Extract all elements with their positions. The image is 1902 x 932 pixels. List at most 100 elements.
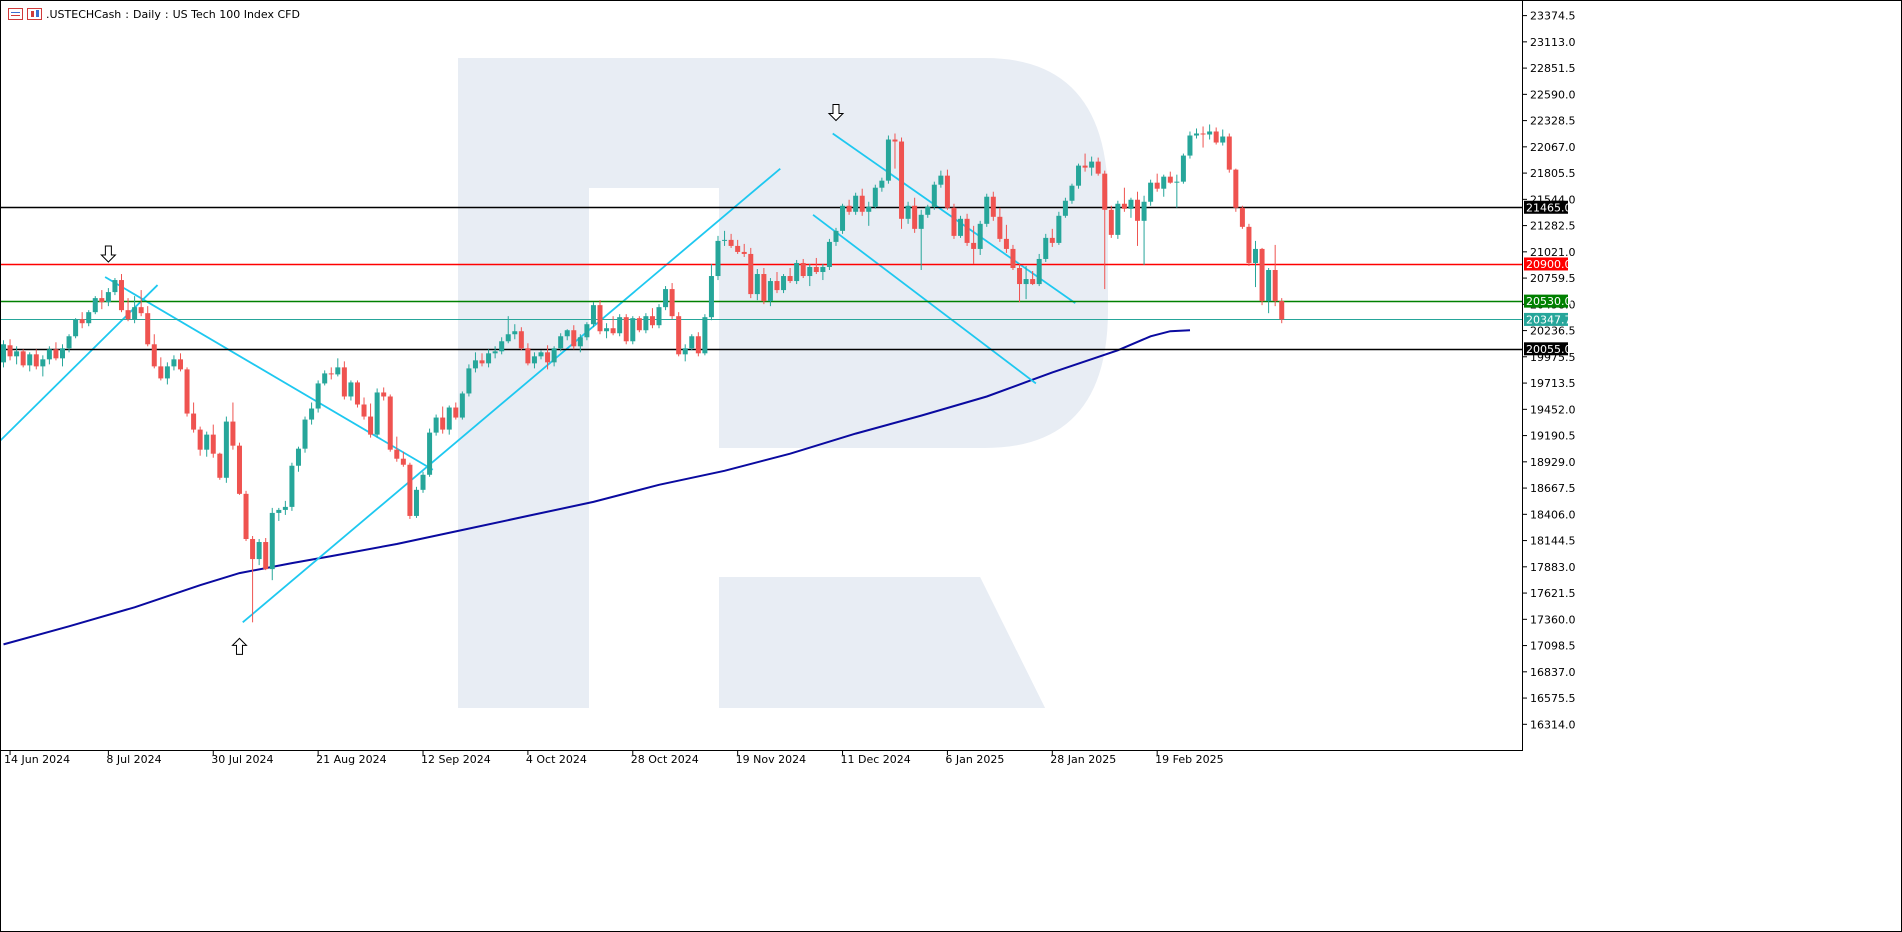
candle[interactable] xyxy=(400,451,406,467)
candle[interactable] xyxy=(276,507,282,521)
candle[interactable] xyxy=(1082,153,1088,172)
candle[interactable] xyxy=(925,204,931,218)
candle[interactable] xyxy=(689,334,695,351)
candle[interactable] xyxy=(387,394,393,452)
candle[interactable] xyxy=(958,215,964,238)
candle[interactable] xyxy=(1017,263,1023,303)
candle[interactable] xyxy=(256,539,262,566)
candle[interactable] xyxy=(971,225,977,264)
candle[interactable] xyxy=(840,203,846,234)
candle[interactable] xyxy=(243,490,249,542)
candle[interactable] xyxy=(1141,195,1147,265)
candle[interactable] xyxy=(92,296,98,315)
candle[interactable] xyxy=(676,312,682,357)
trendline-5[interactable] xyxy=(812,214,1037,385)
candle[interactable] xyxy=(1023,265,1029,300)
candle[interactable] xyxy=(407,462,413,519)
candle[interactable] xyxy=(499,337,505,355)
candle[interactable] xyxy=(564,329,570,341)
candle[interactable] xyxy=(1220,129,1226,146)
candle[interactable] xyxy=(649,308,655,329)
candle[interactable] xyxy=(177,353,183,372)
candle[interactable] xyxy=(1226,133,1232,173)
candle[interactable] xyxy=(728,233,734,248)
candle[interactable] xyxy=(197,426,203,456)
candle[interactable] xyxy=(73,318,79,339)
candle[interactable] xyxy=(433,414,439,436)
chart-type-icon[interactable] xyxy=(27,8,42,20)
candle[interactable] xyxy=(800,258,806,279)
candle[interactable] xyxy=(1239,205,1245,229)
candle[interactable] xyxy=(191,402,197,433)
candle[interactable] xyxy=(826,238,832,271)
candle[interactable] xyxy=(794,259,800,285)
candle[interactable] xyxy=(1062,197,1068,218)
candle[interactable] xyxy=(1253,240,1259,288)
candle[interactable] xyxy=(997,207,1003,242)
candle[interactable] xyxy=(735,239,741,254)
candle[interactable] xyxy=(341,361,347,400)
candle[interactable] xyxy=(322,370,328,386)
candle[interactable] xyxy=(938,170,944,188)
candle[interactable] xyxy=(663,286,669,311)
candle[interactable] xyxy=(885,135,891,184)
candle[interactable] xyxy=(623,314,629,345)
candle[interactable] xyxy=(335,358,341,377)
candle[interactable] xyxy=(250,536,256,623)
candle[interactable] xyxy=(905,201,911,224)
candle[interactable] xyxy=(381,387,387,401)
candle[interactable] xyxy=(984,193,990,227)
candle[interactable] xyxy=(348,380,354,401)
candle[interactable] xyxy=(931,181,937,210)
candle[interactable] xyxy=(531,352,537,369)
candle[interactable] xyxy=(571,325,577,350)
candle[interactable] xyxy=(853,192,859,215)
candle[interactable] xyxy=(741,243,747,257)
candle[interactable] xyxy=(866,201,872,226)
candle[interactable] xyxy=(643,313,649,334)
candle[interactable] xyxy=(820,263,826,281)
candle[interactable] xyxy=(472,352,478,373)
candle[interactable] xyxy=(14,346,20,365)
candle[interactable] xyxy=(748,247,754,299)
candle[interactable] xyxy=(204,431,210,457)
candle[interactable] xyxy=(590,302,596,328)
candle[interactable] xyxy=(158,357,164,381)
candle[interactable] xyxy=(171,355,177,371)
candle[interactable] xyxy=(479,353,485,367)
candle[interactable] xyxy=(446,405,452,435)
candle[interactable] xyxy=(715,235,721,281)
candle[interactable] xyxy=(879,177,885,192)
candle[interactable] xyxy=(105,288,111,307)
candle[interactable] xyxy=(427,428,433,477)
candle[interactable] xyxy=(86,310,92,327)
candle[interactable] xyxy=(1003,224,1009,253)
candle[interactable] xyxy=(604,323,610,339)
candle[interactable] xyxy=(492,346,498,359)
candle[interactable] xyxy=(1167,171,1173,184)
candle[interactable] xyxy=(518,327,524,351)
candle[interactable] xyxy=(1010,244,1016,271)
candle[interactable] xyxy=(722,230,728,246)
candle[interactable] xyxy=(892,133,898,169)
candle[interactable] xyxy=(112,278,118,296)
candle[interactable] xyxy=(118,274,124,313)
candle[interactable] xyxy=(767,278,773,307)
candle[interactable] xyxy=(1233,168,1239,212)
candle[interactable] xyxy=(505,316,511,344)
candle[interactable] xyxy=(20,349,26,368)
candle[interactable] xyxy=(702,314,708,356)
candle[interactable] xyxy=(1279,298,1285,324)
candle[interactable] xyxy=(145,306,151,347)
candle[interactable] xyxy=(846,199,852,215)
candle[interactable] xyxy=(1246,223,1252,266)
trendline-3[interactable] xyxy=(242,167,781,624)
candle[interactable] xyxy=(151,334,157,369)
candle[interactable] xyxy=(1121,187,1127,212)
candle[interactable] xyxy=(53,342,59,361)
candle[interactable] xyxy=(951,203,957,239)
candle[interactable] xyxy=(1207,124,1213,140)
candle[interactable] xyxy=(99,290,105,310)
candle[interactable] xyxy=(551,346,557,367)
